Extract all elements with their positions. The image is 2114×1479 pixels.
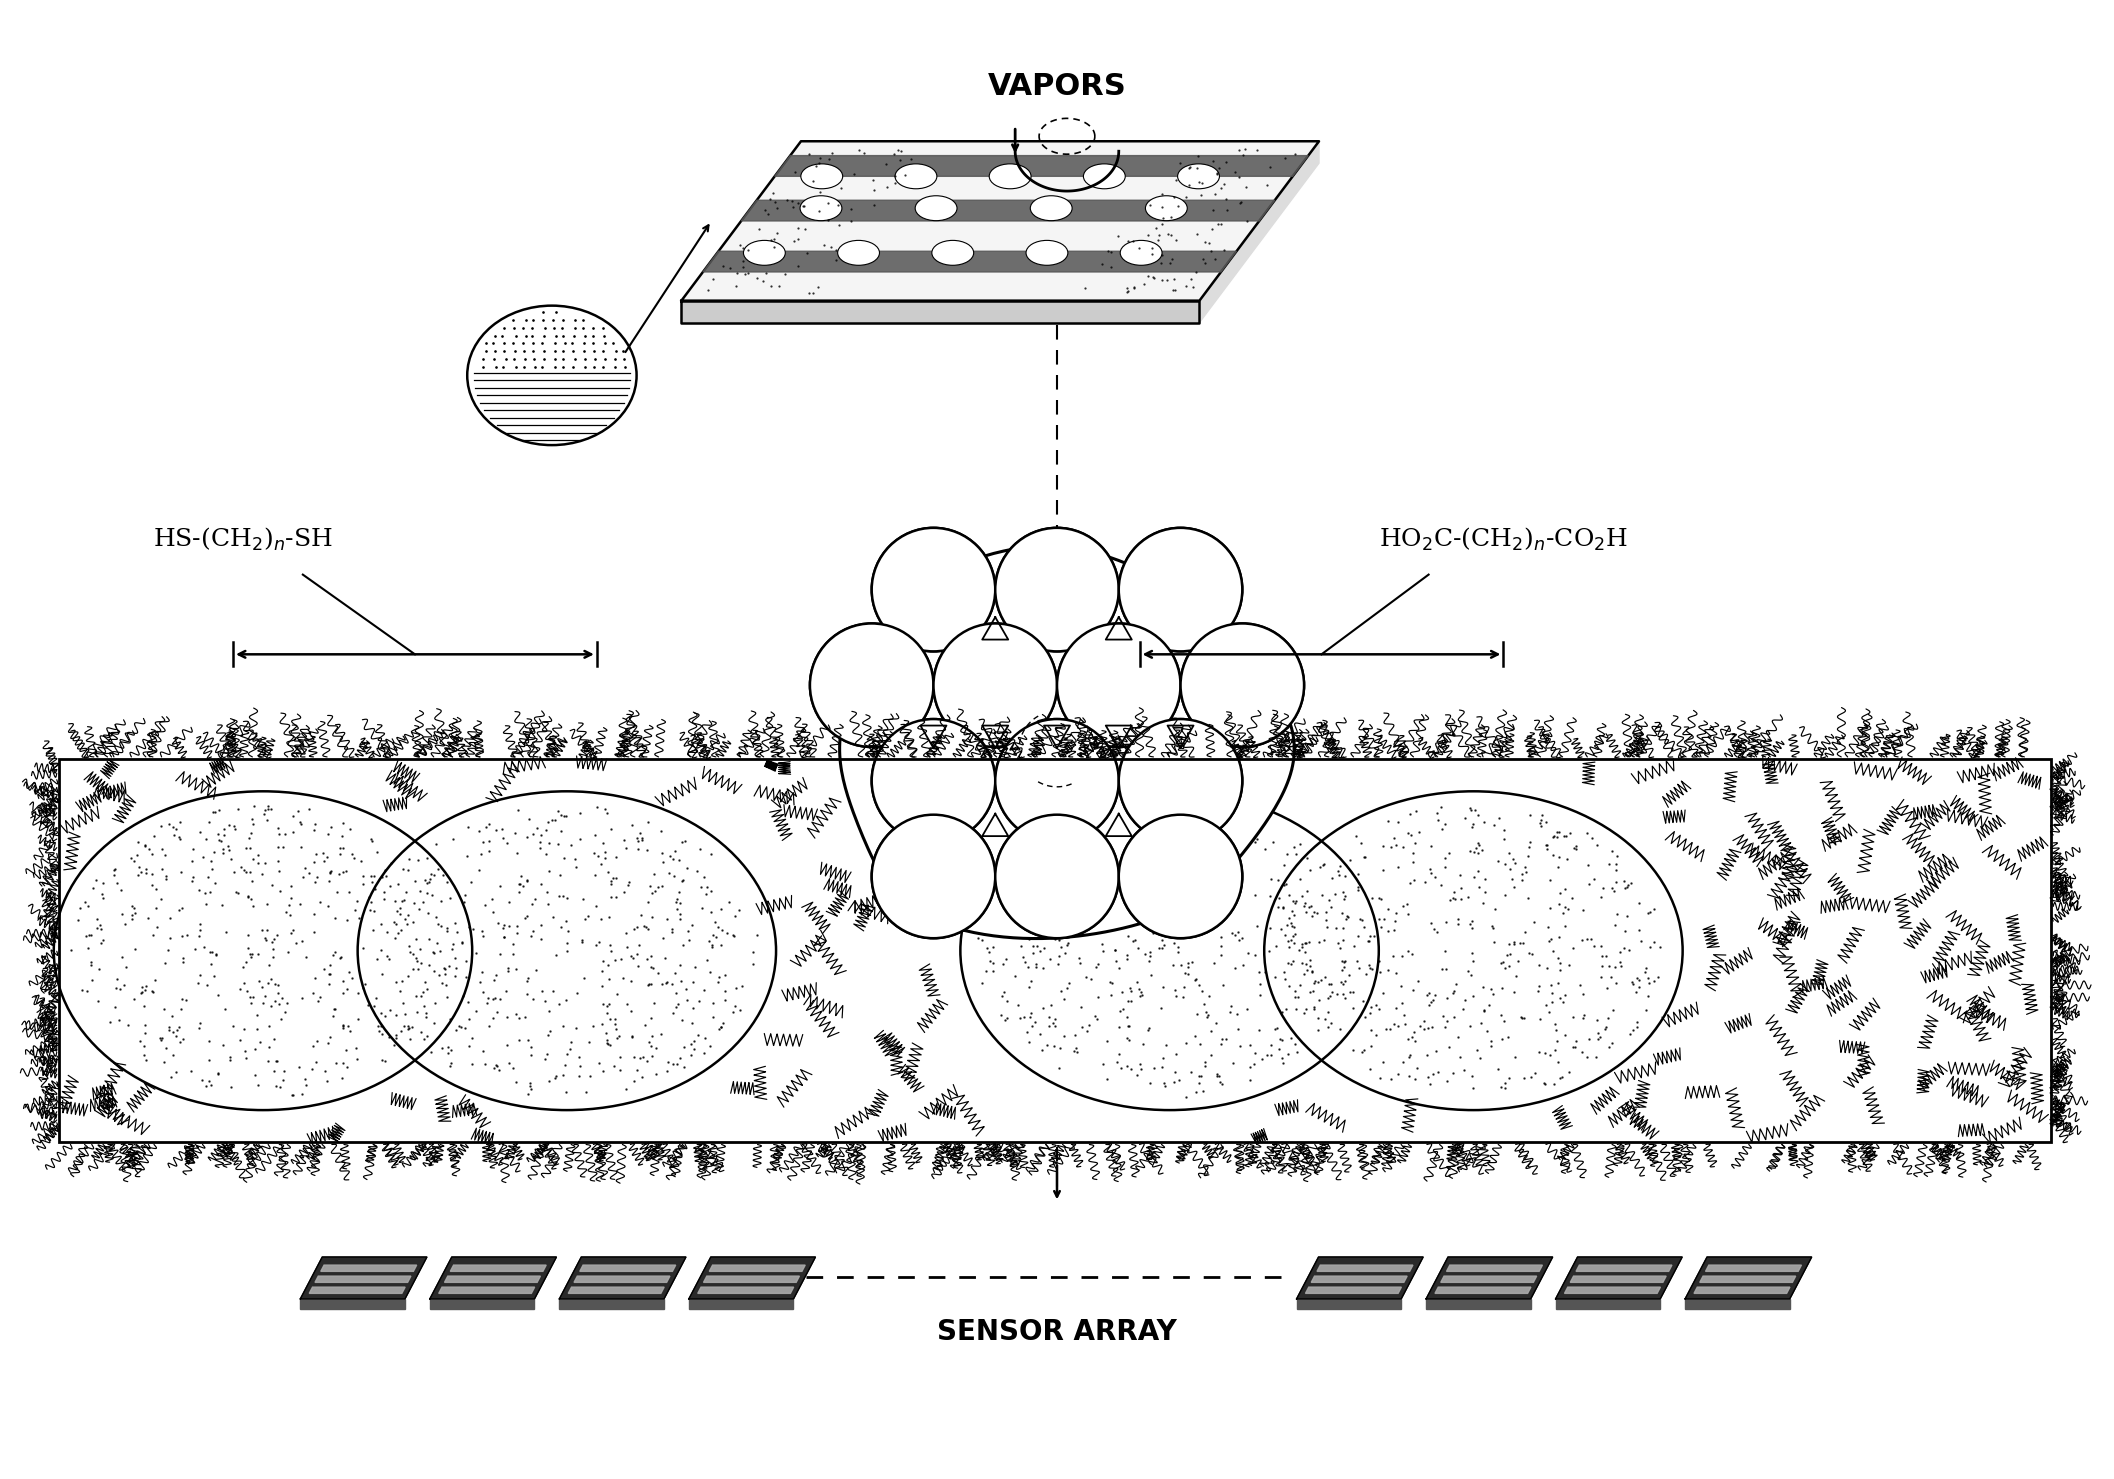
Circle shape (871, 528, 996, 651)
Circle shape (871, 528, 996, 651)
Polygon shape (1685, 1257, 1812, 1299)
Polygon shape (689, 1257, 816, 1299)
Ellipse shape (1264, 791, 1683, 1111)
Polygon shape (321, 1265, 416, 1272)
Polygon shape (1577, 1265, 1672, 1272)
Text: VAPORS: VAPORS (987, 72, 1127, 101)
Polygon shape (560, 1257, 685, 1299)
Circle shape (1118, 719, 1243, 843)
Polygon shape (575, 1276, 670, 1282)
Polygon shape (1311, 1276, 1408, 1282)
Polygon shape (444, 1276, 541, 1282)
Ellipse shape (1025, 241, 1068, 265)
Polygon shape (1296, 1257, 1423, 1299)
Polygon shape (1700, 1276, 1795, 1282)
Ellipse shape (894, 164, 937, 189)
Circle shape (810, 624, 934, 747)
Polygon shape (1446, 1265, 1543, 1272)
Circle shape (934, 624, 1057, 747)
Polygon shape (300, 1257, 427, 1299)
Polygon shape (300, 1299, 406, 1309)
Circle shape (1118, 815, 1243, 938)
Ellipse shape (1082, 164, 1125, 189)
Polygon shape (704, 251, 1237, 272)
Polygon shape (309, 1287, 406, 1293)
Circle shape (1057, 624, 1180, 747)
Bar (59, 759, 2051, 1142)
Polygon shape (681, 142, 1319, 300)
Circle shape (871, 815, 996, 938)
Circle shape (810, 624, 934, 747)
Ellipse shape (467, 306, 636, 445)
Text: SENSOR ARRAY: SENSOR ARRAY (937, 1318, 1177, 1346)
Circle shape (996, 719, 1118, 843)
Circle shape (996, 528, 1118, 651)
Polygon shape (710, 1265, 805, 1272)
Polygon shape (689, 1299, 793, 1309)
Circle shape (996, 719, 1118, 843)
Polygon shape (1571, 1276, 1666, 1282)
Polygon shape (1442, 1276, 1537, 1282)
Polygon shape (1199, 142, 1319, 322)
Polygon shape (839, 546, 1294, 939)
Polygon shape (429, 1257, 556, 1299)
Ellipse shape (932, 241, 975, 265)
Circle shape (871, 719, 996, 843)
Ellipse shape (801, 164, 843, 189)
Circle shape (996, 815, 1118, 938)
Ellipse shape (1030, 195, 1072, 220)
Polygon shape (1296, 1299, 1402, 1309)
Polygon shape (681, 300, 1199, 322)
Polygon shape (1556, 1299, 1659, 1309)
Polygon shape (1564, 1287, 1659, 1293)
Circle shape (996, 528, 1118, 651)
Ellipse shape (989, 164, 1032, 189)
Polygon shape (1706, 1265, 1801, 1272)
Circle shape (1118, 528, 1243, 651)
Ellipse shape (1146, 195, 1188, 220)
Polygon shape (450, 1265, 545, 1272)
Circle shape (1180, 624, 1304, 747)
Ellipse shape (1177, 164, 1220, 189)
Ellipse shape (837, 241, 879, 265)
Circle shape (996, 815, 1118, 938)
Circle shape (1057, 624, 1180, 747)
Polygon shape (1306, 1287, 1402, 1293)
Text: HS-(CH$_2$)$_n$-SH: HS-(CH$_2$)$_n$-SH (154, 527, 334, 553)
Circle shape (1118, 719, 1243, 843)
Ellipse shape (960, 791, 1378, 1111)
Circle shape (871, 719, 996, 843)
Ellipse shape (799, 195, 841, 220)
Polygon shape (1435, 1287, 1531, 1293)
Polygon shape (579, 1265, 676, 1272)
Polygon shape (569, 1287, 664, 1293)
Polygon shape (1317, 1265, 1412, 1272)
Polygon shape (315, 1276, 410, 1282)
Ellipse shape (915, 195, 958, 220)
Polygon shape (1685, 1299, 1791, 1309)
Circle shape (871, 815, 996, 938)
Polygon shape (774, 155, 1309, 176)
Polygon shape (1427, 1257, 1552, 1299)
Ellipse shape (744, 241, 784, 265)
Polygon shape (429, 1299, 535, 1309)
Circle shape (1180, 624, 1304, 747)
Polygon shape (742, 200, 1275, 220)
Text: HO$_2$C-(CH$_2$)$_n$-CO$_2$H: HO$_2$C-(CH$_2$)$_n$-CO$_2$H (1378, 527, 1628, 553)
Polygon shape (704, 1276, 799, 1282)
Ellipse shape (357, 791, 776, 1111)
Circle shape (934, 624, 1057, 747)
Circle shape (1118, 528, 1243, 651)
Polygon shape (698, 1287, 793, 1293)
Ellipse shape (1120, 241, 1163, 265)
Polygon shape (440, 1287, 535, 1293)
Polygon shape (1556, 1257, 1683, 1299)
Circle shape (1118, 815, 1243, 938)
Polygon shape (1427, 1299, 1531, 1309)
Polygon shape (59, 759, 2051, 1142)
Polygon shape (1693, 1287, 1791, 1293)
Polygon shape (560, 1299, 664, 1309)
Ellipse shape (53, 791, 471, 1111)
